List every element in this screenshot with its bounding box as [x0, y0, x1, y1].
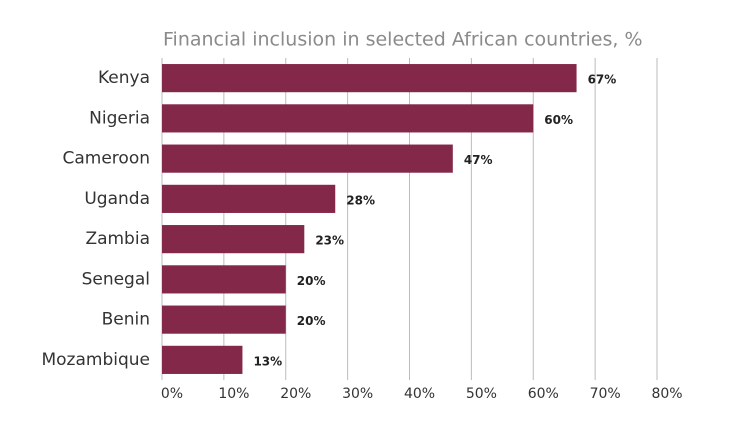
bar — [162, 184, 336, 213]
bar — [162, 64, 577, 93]
x-tick-label: 70% — [590, 386, 621, 402]
category-label: Cameroon — [63, 149, 151, 169]
bar — [162, 104, 534, 133]
category-label: Mozambique — [41, 350, 150, 370]
x-tick-label: 60% — [528, 386, 559, 402]
x-tick-label: 50% — [466, 386, 497, 402]
bar — [162, 225, 305, 254]
value-label: 60% — [544, 113, 573, 127]
category-label: Uganda — [84, 189, 150, 209]
value-label: 20% — [297, 314, 326, 328]
value-label: 20% — [297, 274, 326, 288]
x-tick-label: 40% — [404, 386, 435, 402]
x-tick-label: 20% — [280, 386, 311, 402]
category-label: Zambia — [85, 229, 150, 249]
x-tick-label: 80% — [651, 386, 682, 402]
value-label: 13% — [253, 354, 282, 368]
bar — [162, 305, 286, 334]
bar — [162, 345, 243, 374]
bar — [162, 265, 286, 294]
x-tick-label: 0% — [161, 386, 183, 402]
category-label: Senegal — [82, 269, 150, 289]
x-tick-label: 30% — [342, 386, 373, 402]
value-label: 67% — [588, 73, 617, 87]
chart-title: Financial inclusion in selected African … — [163, 29, 643, 51]
category-label: Benin — [102, 310, 150, 330]
bar — [162, 144, 453, 173]
value-label: 28% — [346, 193, 375, 207]
value-label: 47% — [464, 153, 493, 167]
x-tick-label: 10% — [218, 386, 249, 402]
category-label: Nigeria — [89, 108, 150, 128]
category-label: Kenya — [98, 68, 150, 88]
value-label: 23% — [315, 234, 344, 248]
